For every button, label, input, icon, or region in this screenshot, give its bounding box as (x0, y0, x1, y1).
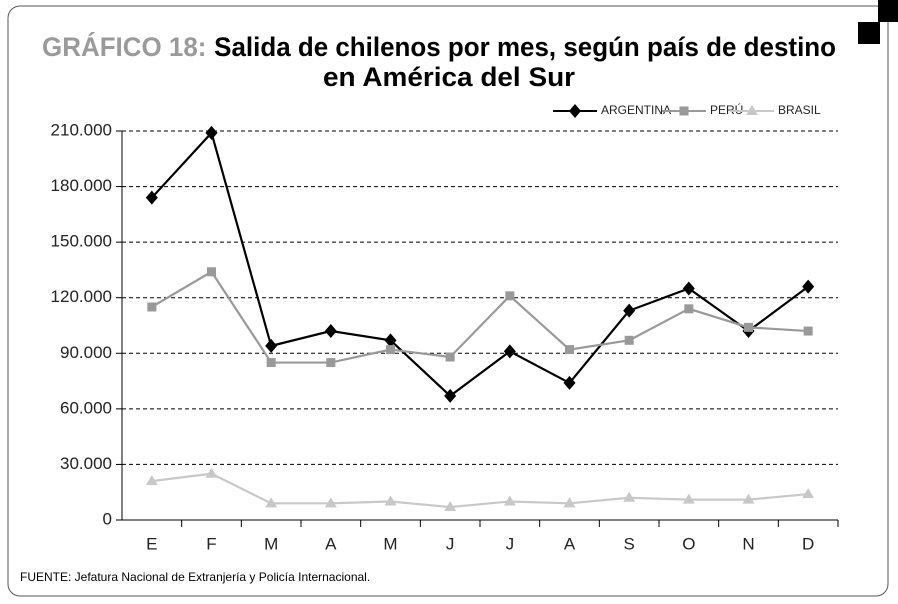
marker (569, 104, 581, 118)
marker (145, 190, 158, 205)
marker (563, 497, 576, 508)
y-tick-label: 30.000 (60, 454, 112, 473)
marker (384, 495, 397, 506)
marker (503, 344, 516, 359)
marker (444, 501, 457, 512)
x-tick-label: D (802, 534, 814, 553)
marker (803, 326, 813, 336)
x-tick-label: A (564, 534, 576, 553)
marker (205, 467, 218, 478)
frame (7, 5, 889, 597)
marker (386, 345, 395, 355)
series-line (151, 130, 809, 398)
x-tick-label: O (682, 534, 695, 553)
marker (324, 497, 337, 508)
legend-label: ARGENTINA (601, 103, 671, 117)
series-line (151, 270, 809, 364)
source: FUENTE: Jefatura Nacional de Extranjería… (20, 570, 370, 584)
marker (624, 335, 634, 345)
y-tick-label: 210.000 (51, 120, 112, 139)
y-tick-label: 60.000 (60, 398, 112, 417)
marker (684, 304, 694, 314)
marker (324, 324, 337, 339)
marker (505, 291, 515, 301)
marker (623, 303, 636, 318)
marker (679, 106, 689, 116)
marker (444, 388, 457, 403)
y-tick-label: 150.000 (51, 232, 112, 251)
marker (384, 333, 397, 348)
x-tick-label: A (325, 534, 337, 553)
marker (266, 358, 276, 368)
marker (445, 352, 455, 362)
y-tick-label: 120.000 (51, 287, 112, 306)
y-tick-label: 180.000 (51, 176, 112, 195)
marker (265, 497, 278, 508)
marker (623, 491, 636, 502)
marker (802, 279, 815, 294)
chart-title: GRÁFICO 18: Salida de chilenos por mes, s… (42, 31, 836, 62)
series-line (151, 472, 809, 509)
x-tick-label: S (623, 534, 634, 553)
marker (682, 493, 695, 504)
marker (503, 495, 516, 506)
marker (742, 493, 755, 504)
marker (746, 105, 758, 115)
legend-label: BRASIL (778, 103, 821, 117)
title-line: en América del Sur (323, 62, 576, 92)
marker (744, 322, 753, 332)
x-tick-label: J (506, 534, 515, 553)
x-tick-label: J (446, 534, 455, 553)
marker (326, 358, 336, 368)
marker (207, 267, 216, 277)
marker (145, 475, 158, 486)
title-line: Salida de chilenos por mes, según país d… (214, 32, 836, 62)
decoration (858, 22, 880, 44)
x-tick-label: E (146, 534, 157, 553)
marker (205, 125, 218, 140)
x-tick-label: N (742, 534, 754, 553)
marker (682, 281, 695, 296)
marker (565, 345, 574, 355)
title-prefix: GRÁFICO 18: (42, 31, 206, 62)
y-tick-label: 0 (103, 509, 112, 528)
marker (147, 302, 157, 312)
y-tick-label: 90.000 (60, 343, 112, 362)
x-tick-label: F (206, 534, 216, 553)
x-tick-label: M (383, 534, 397, 553)
marker (563, 375, 576, 390)
x-tick-label: M (264, 534, 278, 553)
marker (802, 488, 815, 499)
marker (265, 338, 278, 353)
decoration (878, 0, 898, 22)
legend-label: PERÚ (710, 102, 743, 117)
